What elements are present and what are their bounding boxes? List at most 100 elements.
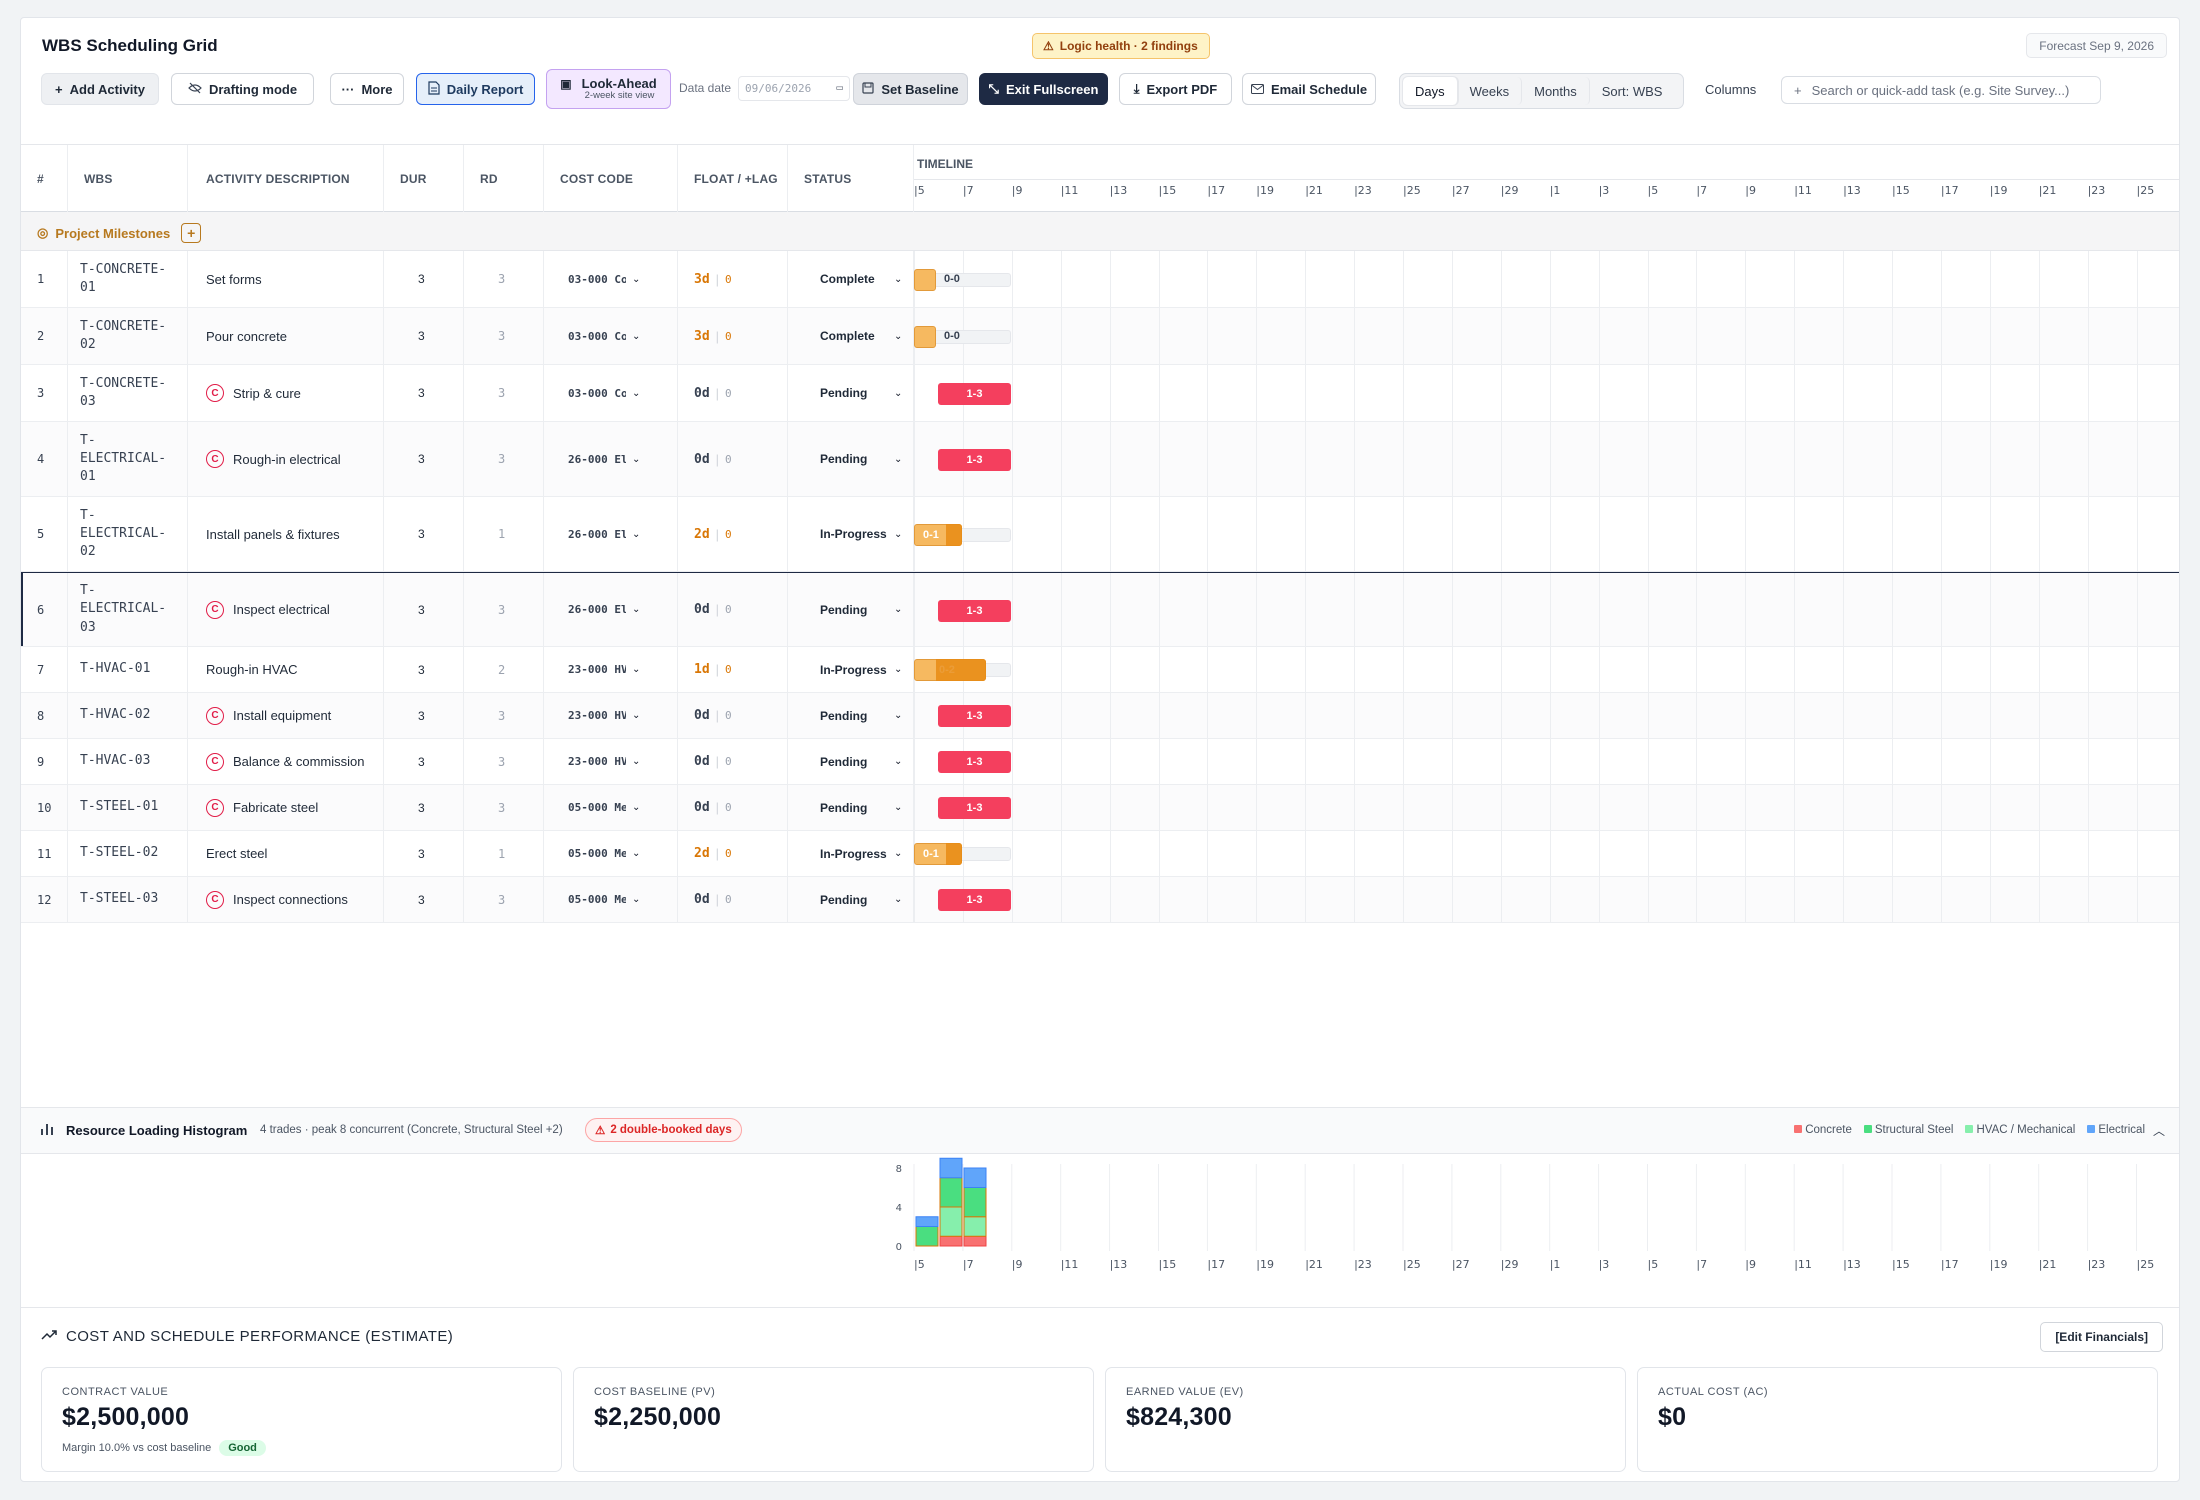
status-select[interactable]: Complete ⌄	[788, 308, 914, 364]
wbs-code[interactable]: T- ELECTRICAL- 03	[68, 573, 188, 646]
more-button[interactable]: ··· More	[330, 73, 404, 105]
gantt-bar[interactable]	[914, 269, 936, 291]
gantt-bar[interactable]: 1-3	[938, 797, 1011, 819]
table-row[interactable]: 7T-HVAC-01 Rough-in HVAC 32 23-000 HVAC ⌄ 1d |…	[21, 647, 2179, 693]
add-activity-button[interactable]: + Add Activity	[41, 73, 159, 105]
email-schedule-button[interactable]: Email Schedule	[1242, 73, 1376, 105]
duration[interactable]: 3	[384, 831, 464, 876]
view-option-sort-wbs[interactable]: Sort: WBS	[1601, 83, 1663, 99]
group-project-milestones[interactable]: ◎ Project Milestones +	[21, 212, 2179, 251]
cost-code-select[interactable]: 03-000 Concrete ⌄	[544, 251, 678, 307]
exit-fullscreen-button[interactable]: ⤡ Exit Fullscreen	[979, 73, 1108, 105]
duration[interactable]: 3	[384, 785, 464, 830]
wbs-code[interactable]: T-CONCRETE- 02	[68, 308, 188, 364]
logic-health-badge[interactable]: ⚠ Logic health · 2 findings	[1032, 33, 1210, 59]
chevron-up-icon[interactable]: ︿	[2152, 1124, 2165, 1138]
table-row[interactable]: 9 T-HVAC-03 C Balance & commission 3 3 23-000 …	[21, 739, 2179, 785]
wbs-code[interactable]: T-HVAC-02	[68, 693, 188, 738]
col-description[interactable]: ACTIVITY DESCRIPTION	[188, 145, 384, 213]
col-remaining[interactable]: RD	[464, 145, 544, 213]
gantt-bar[interactable]: 1-3	[938, 751, 1011, 773]
activity-description[interactable]: Set forms	[188, 251, 384, 307]
status-select[interactable]: Complete ⌄	[788, 251, 914, 307]
gantt-bar[interactable]	[914, 326, 936, 348]
status-select[interactable]: In-Progress ⌄	[788, 497, 914, 571]
status-select[interactable]: Pending ⌄	[788, 785, 914, 830]
duration[interactable]: 3	[384, 739, 464, 784]
calendar-icon[interactable]: ▭	[836, 81, 843, 94]
cost-code-select[interactable]: 05-000 Metals ⌄	[544, 877, 678, 922]
data-date-input[interactable]: 09/06/2026 ▭	[738, 76, 850, 101]
col-status[interactable]: STATUS	[788, 145, 914, 213]
wbs-code[interactable]: T-HVAC-01	[68, 647, 188, 692]
duration[interactable]: 3	[384, 647, 464, 692]
status-select[interactable]: Pending ⌄	[788, 693, 914, 738]
cost-code-select[interactable]: 26-000 Electrical ⌄	[544, 422, 678, 496]
gantt-bar[interactable]: 1-3	[938, 383, 1011, 405]
col-wbs[interactable]: WBS	[68, 145, 188, 213]
double-booked-badge[interactable]: ⚠ 2 double-booked days	[585, 1118, 742, 1142]
wbs-code[interactable]: T-STEEL-01	[68, 785, 188, 830]
set-baseline-button[interactable]: Set Baseline	[853, 73, 968, 105]
wbs-code[interactable]: T-CONCRETE- 03	[68, 365, 188, 421]
add-to-group-button[interactable]: +	[181, 223, 202, 243]
cost-code-select[interactable]: 23-000 HVAC ⌄	[544, 693, 678, 738]
duration[interactable]: 3	[384, 877, 464, 922]
export-pdf-button[interactable]: ⤓ Export PDF	[1119, 73, 1232, 105]
edit-financials-button[interactable]: [Edit Financials]	[2040, 1322, 2163, 1352]
cost-code-select[interactable]: 03-000 Concrete ⌄	[544, 308, 678, 364]
col-cost-code[interactable]: COST CODE	[544, 145, 678, 213]
activity-description[interactable]: C Fabricate steel	[188, 785, 384, 830]
gantt-bar[interactable]: 1-3	[938, 600, 1011, 622]
status-select[interactable]: In-Progress ⌄	[788, 831, 914, 876]
activity-description[interactable]: C Inspect connections	[188, 877, 384, 922]
status-select[interactable]: Pending ⌄	[788, 877, 914, 922]
activity-description[interactable]: C Inspect electrical	[188, 573, 384, 646]
view-option-days[interactable]: Days	[1403, 77, 1458, 105]
table-row[interactable]: 4 T- ELECTRICAL- 01 C Rough-in electrical 3 3…	[21, 422, 2179, 497]
activity-description[interactable]: Install panels & fixtures	[188, 497, 384, 571]
duration[interactable]: 3	[384, 693, 464, 738]
activity-description[interactable]: Erect steel	[188, 831, 384, 876]
table-row[interactable]: 6 T- ELECTRICAL- 03 C Inspect electrical 3 3 2…	[21, 572, 2179, 648]
gantt-bar[interactable]: 1-3	[938, 449, 1011, 471]
wbs-code[interactable]: T-CONCRETE- 01	[68, 251, 188, 307]
wbs-code[interactable]: T-HVAC-03	[68, 739, 188, 784]
activity-description[interactable]: Rough-in HVAC	[188, 647, 384, 692]
columns-button[interactable]: Columns	[1705, 82, 1757, 97]
status-select[interactable]: Pending ⌄	[788, 739, 914, 784]
view-option-weeks[interactable]: Weeks	[1458, 77, 1523, 105]
activity-description[interactable]: C Balance & commission	[188, 739, 384, 784]
cost-code-select[interactable]: 26-000 Electrical ⌄	[544, 573, 678, 646]
table-row[interactable]: 11T-STEEL-02 Erect steel 31 05-000 Metals ⌄ 2…	[21, 831, 2179, 877]
duration[interactable]: 3	[384, 365, 464, 421]
cost-code-select[interactable]: 23-000 HVAC ⌄	[544, 739, 678, 784]
table-row[interactable]: 5 T- ELECTRICAL- 02 Install panels & fixtu…	[21, 497, 2179, 572]
cost-code-select[interactable]: 03-000 Concrete ⌄	[544, 365, 678, 421]
daily-report-button[interactable]: Daily Report	[416, 73, 535, 105]
gantt-bar[interactable]: 1-3	[938, 705, 1011, 727]
cost-code-select[interactable]: 05-000 Metals ⌄	[544, 785, 678, 830]
wbs-code[interactable]: T-STEEL-03	[68, 877, 188, 922]
cost-code-select[interactable]: 05-000 Metals ⌄	[544, 831, 678, 876]
table-row[interactable]: 12 T-STEEL-03 C Inspect connections 3 3 05-000…	[21, 877, 2179, 923]
col-num[interactable]: #	[21, 145, 68, 213]
wbs-code[interactable]: T- ELECTRICAL- 02	[68, 497, 188, 571]
activity-description[interactable]: C Install equipment	[188, 693, 384, 738]
look-ahead-button[interactable]: ▣ Look-Ahead 2-week site view	[546, 69, 671, 109]
status-select[interactable]: In-Progress ⌄	[788, 647, 914, 692]
status-select[interactable]: Pending ⌄	[788, 422, 914, 496]
status-select[interactable]: Pending ⌄	[788, 573, 914, 646]
duration[interactable]: 3	[384, 251, 464, 307]
cost-code-select[interactable]: 26-000 Electrical ⌄	[544, 497, 678, 571]
duration[interactable]: 3	[384, 573, 464, 646]
view-option-months[interactable]: Months	[1522, 77, 1590, 105]
col-duration[interactable]: DUR	[384, 145, 464, 213]
histogram-header[interactable]: Resource Loading Histogram 4 trades · pe…	[21, 1108, 2179, 1154]
drafting-mode-button[interactable]: Drafting mode	[171, 73, 314, 105]
